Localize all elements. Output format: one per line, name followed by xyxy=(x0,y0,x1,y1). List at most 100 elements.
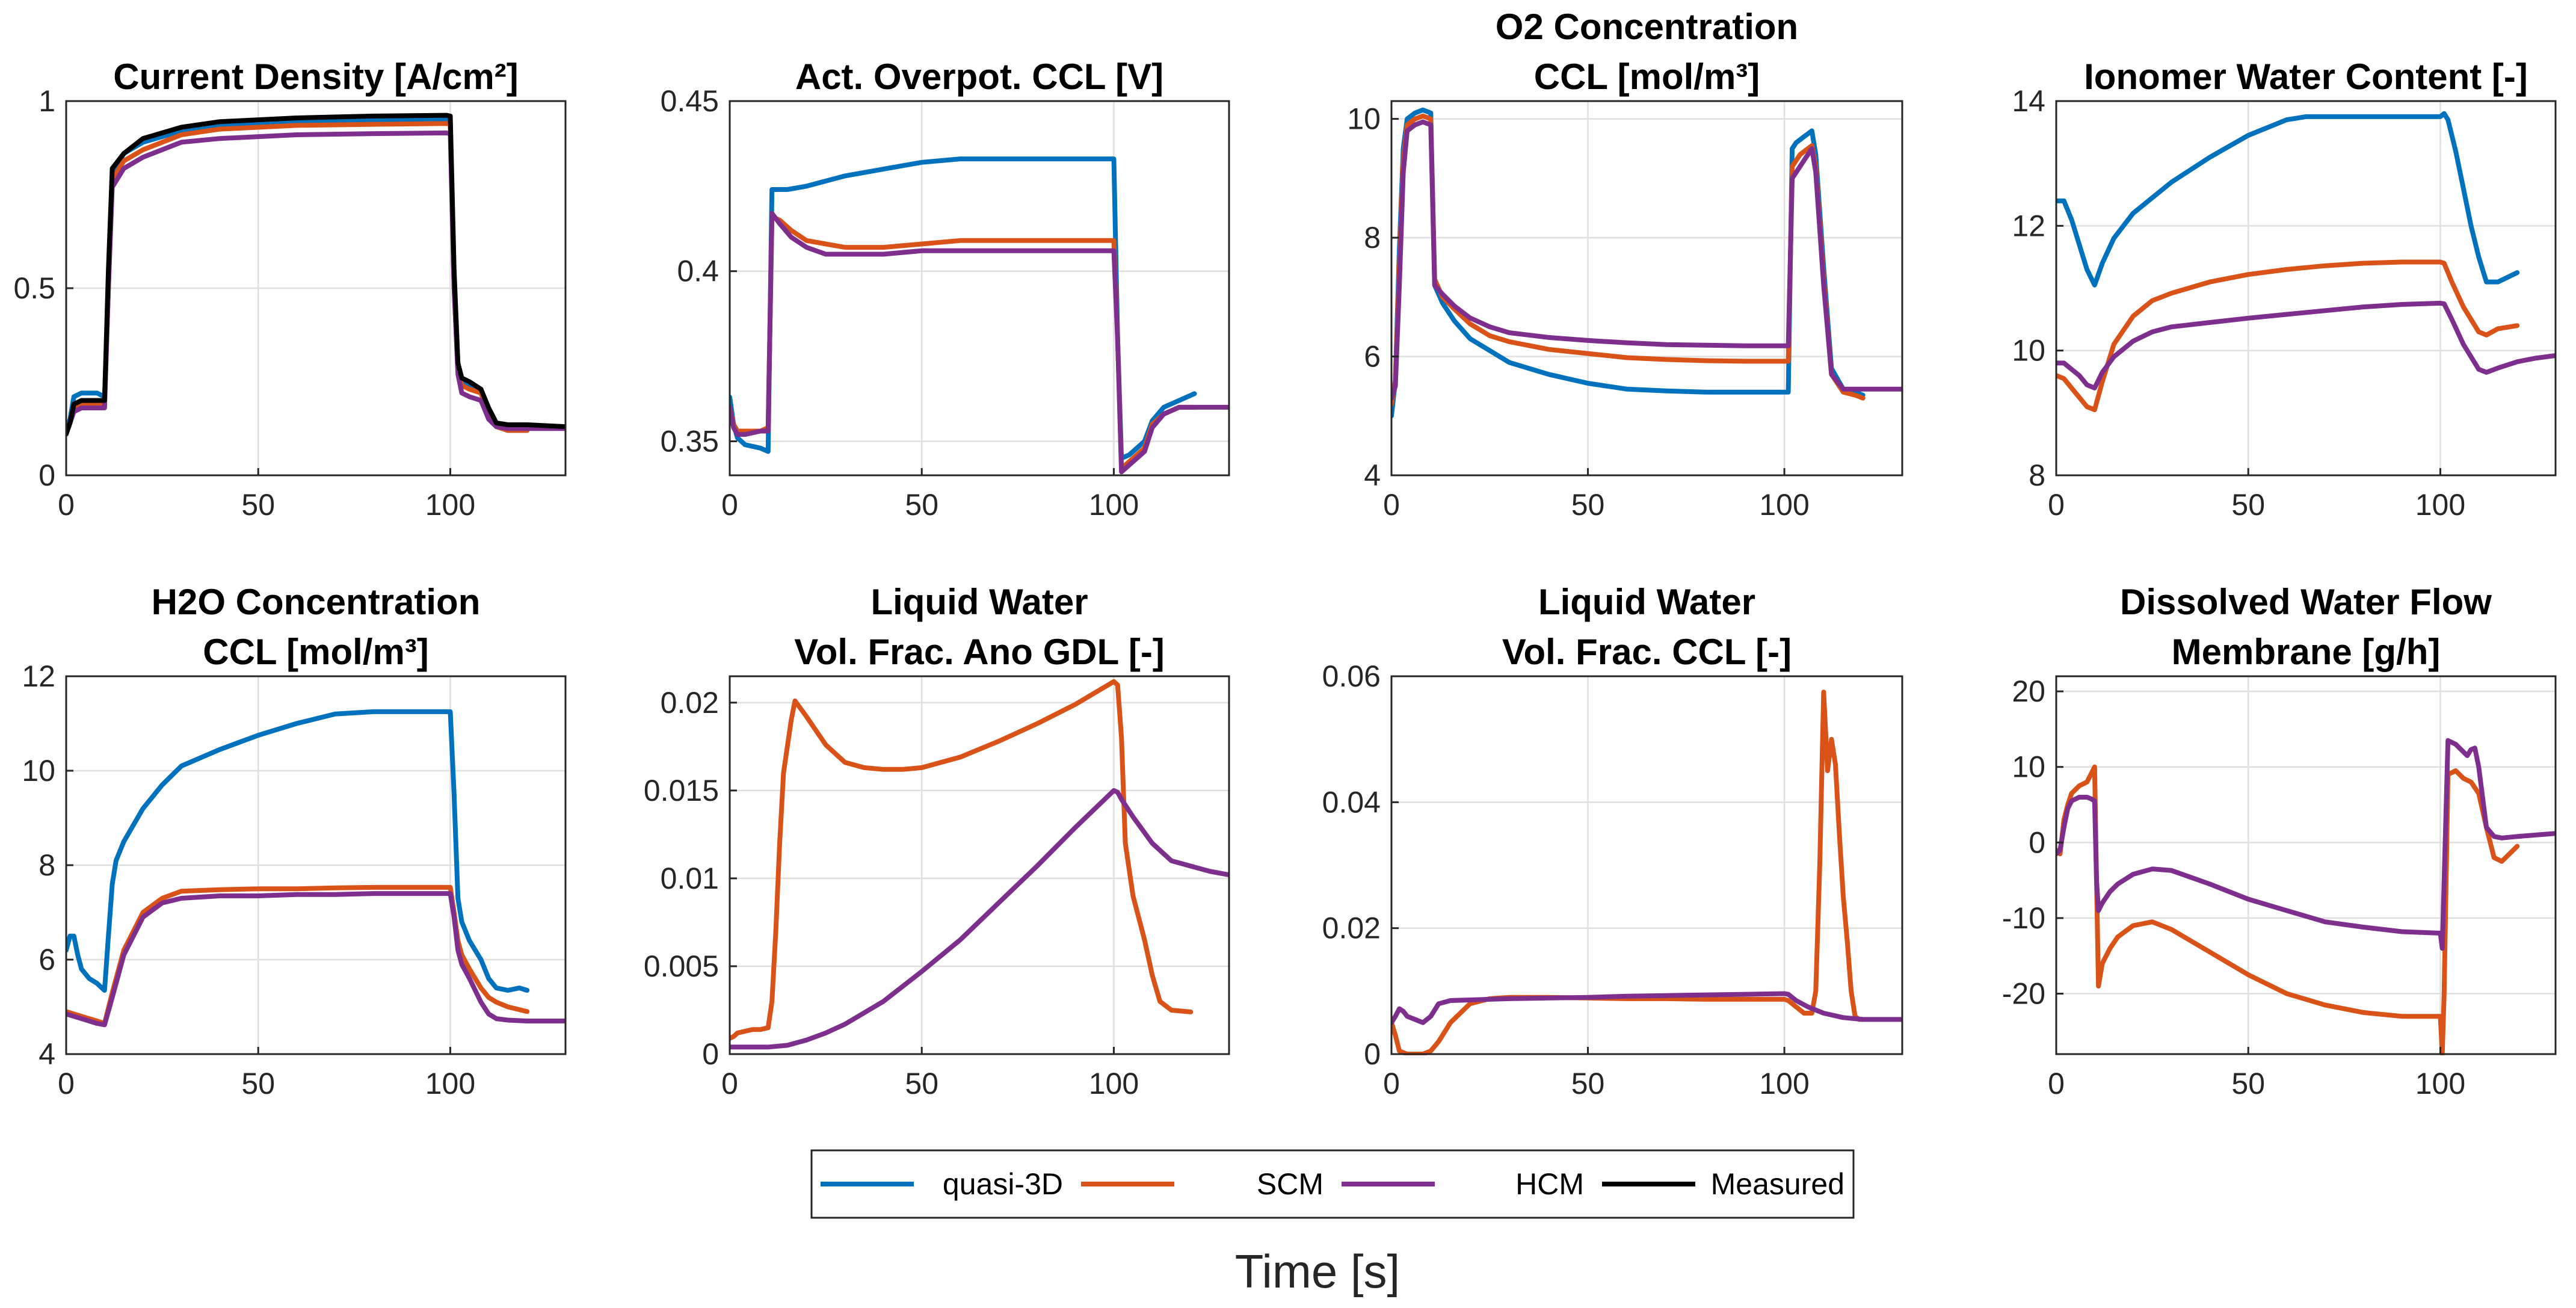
subplot-5-x-tick-label-1: 50 xyxy=(241,1067,275,1100)
subplot-3-x-tick-label-1: 50 xyxy=(1571,488,1605,522)
subplot-4-series-quasi-3d xyxy=(2056,111,2520,288)
subplot-2-series-group xyxy=(730,156,1229,475)
subplot-6-y-tick-label-0: 0 xyxy=(702,1037,719,1071)
subplot-6-title-line-2: Vol. Frac. Ano GDL [-] xyxy=(794,632,1165,672)
subplot-1: 0 50 100 0 0.5 1 Current Density [A/cm²] xyxy=(13,57,567,522)
subplot-1-x-tick-label-1: 50 xyxy=(241,488,275,522)
subplot-8: 0 50 100 -20 -10 0 10 20 Dissolved Water Flow Mem… xyxy=(2002,582,2557,1100)
subplot-3: 0 50 100 4 6 8 10 O2 Concentration CCL [mol/m³] xyxy=(1347,7,1903,522)
subplot-5-series-group xyxy=(66,709,565,1028)
subplot-1-series-group xyxy=(66,113,565,437)
subplot-2-axes-box xyxy=(729,100,1230,477)
subplot-4-y-tick-label-3: 14 xyxy=(2012,84,2045,118)
subplot-6-x-tick-label-1: 50 xyxy=(905,1067,938,1100)
subplot-4-y-tick-label-0: 8 xyxy=(2029,458,2045,492)
subplot-6-y-tick-label-3: 0.015 xyxy=(644,774,719,807)
subplot-1-y-tick-label-1: 0.5 xyxy=(13,271,55,305)
subplot-4-series-scm xyxy=(2056,259,2520,413)
subplot-8-y-tick-label-3: 10 xyxy=(2012,750,2045,784)
x-axis-label: Time [s] xyxy=(1235,1245,1400,1298)
subplot-2-x-tick-label-1: 50 xyxy=(905,488,938,522)
subplot-5-x-tick-label-2: 100 xyxy=(425,1067,475,1100)
subplot-7-series-hcm xyxy=(1391,991,1902,1025)
subplot-6-series-scm xyxy=(730,679,1194,1041)
subplot-7: 0 50 100 0 0.02 0.04 0.06 Liquid Water Vol. Frac… xyxy=(1322,582,1903,1100)
subplot-4-y-tick-label-2: 12 xyxy=(2012,209,2045,242)
subplot-3-series-hcm xyxy=(1391,119,1902,401)
subplot-5-y-tick-label-1: 6 xyxy=(39,943,55,976)
subplot-8-y-tick-label-0: -20 xyxy=(2002,977,2045,1011)
subplot-4-x-tick-label-2: 100 xyxy=(2415,488,2465,522)
subplot-8-title-line-1: Dissolved Water Flow xyxy=(2120,582,2492,622)
subplot-5-y-tick-label-2: 8 xyxy=(39,848,55,882)
subplot-8-y-tick-label-4: 20 xyxy=(2012,674,2045,708)
subplot-4: 0 50 100 8 10 12 14 Ionomer Water Content [-] xyxy=(2012,57,2557,522)
subplot-7-x-tick-label-0: 0 xyxy=(1383,1067,1400,1100)
subplot-8-y-tick-label-1: -10 xyxy=(2002,901,2045,935)
subplot-7-series-scm xyxy=(1391,689,1866,1055)
subplot-5: 0 50 100 4 6 8 10 12 H2O Concentration CCL [mol/m… xyxy=(22,582,567,1100)
subplot-7-series-group xyxy=(1391,689,1902,1055)
subplot-8-title-line-2: Membrane [g/h] xyxy=(2172,632,2441,672)
subplot-7-y-tick-label-2: 0.04 xyxy=(1322,785,1381,819)
subplot-3-series-group xyxy=(1391,107,1902,419)
subplot-3-y-tick-label-3: 10 xyxy=(1347,102,1381,136)
subplot-6-y-tick-label-4: 0.02 xyxy=(661,686,719,720)
subplot-4-axes-box xyxy=(2055,100,2557,477)
subplot-6-axes-box xyxy=(729,675,1230,1055)
subplot-6-series-hcm xyxy=(730,788,1229,1050)
subplot-7-y-tick-label-0: 0 xyxy=(1364,1037,1381,1071)
subplot-5-y-tick-label-4: 12 xyxy=(22,659,55,693)
subplot-3-y-tick-label-1: 6 xyxy=(1364,340,1381,374)
subplot-6: 0 50 100 0 0.005 0.01 0.015 0.02 Liquid Water Vol… xyxy=(644,582,1230,1100)
subplot-7-title-line-2: Vol. Frac. CCL [-] xyxy=(1502,632,1792,672)
subplot-5-y-tick-label-0: 4 xyxy=(39,1037,55,1071)
subplot-4-x-tick-label-1: 50 xyxy=(2231,488,2265,522)
subplot-8-axes-box xyxy=(2055,675,2557,1055)
subplot-3-title-line-1: O2 Concentration xyxy=(1496,7,1798,47)
subplot-1-x-tick-label-0: 0 xyxy=(58,488,75,522)
subplot-4-title-line-1: Ionomer Water Content [-] xyxy=(2084,57,2528,97)
subplot-5-x-tick-label-0: 0 xyxy=(58,1067,75,1100)
subplot-8-series-scm xyxy=(2056,764,2520,1055)
subplot-2-x-tick-label-0: 0 xyxy=(721,488,738,522)
subplot-3-title-line-2: CCL [mol/m³] xyxy=(1534,57,1760,97)
subplot-2-x-tick-label-2: 100 xyxy=(1089,488,1139,522)
subplot-2-series-hcm xyxy=(730,211,1229,475)
subplot-1-x-tick-label-2: 100 xyxy=(425,488,475,522)
subplot-1-series-measured xyxy=(66,113,565,437)
subplot-8-y-tick-label-2: 0 xyxy=(2029,825,2045,859)
subplot-6-y-tick-label-1: 0.005 xyxy=(644,949,719,983)
subplot-5-series-quasi-3d xyxy=(66,709,530,993)
subplot-5-title-line-2: CCL [mol/m³] xyxy=(203,632,429,672)
legend-label-quasi-3d: quasi-3D xyxy=(943,1167,1063,1201)
subplot-6-series-group xyxy=(730,679,1229,1050)
subplot-3-x-tick-label-0: 0 xyxy=(1383,488,1400,522)
subplot-6-x-tick-label-2: 100 xyxy=(1089,1067,1139,1100)
subplot-2-y-tick-label-0: 0.35 xyxy=(661,424,719,458)
subplot-3-y-tick-label-0: 4 xyxy=(1364,458,1381,492)
subplot-4-series-group xyxy=(2056,111,2556,413)
subplot-6-title-line-1: Liquid Water xyxy=(870,582,1088,622)
subplot-6-x-tick-label-0: 0 xyxy=(721,1067,738,1100)
legend-label-hcm: HCM xyxy=(1515,1167,1584,1201)
subplot-7-y-tick-label-3: 0.06 xyxy=(1322,659,1381,693)
subplot-5-title-line-1: H2O Concentration xyxy=(152,582,481,622)
subplot-2-y-tick-label-1: 0.4 xyxy=(677,255,719,288)
subplot-5-series-hcm xyxy=(66,891,565,1028)
subplot-8-x-tick-label-1: 50 xyxy=(2231,1067,2265,1100)
subplot-8-series-hcm xyxy=(2056,738,2556,951)
subplot-8-x-tick-label-0: 0 xyxy=(2048,1067,2065,1100)
subplot-5-y-tick-label-3: 10 xyxy=(22,754,55,788)
subplot-1-y-tick-label-2: 1 xyxy=(39,84,55,118)
subplot-7-title-line-1: Liquid Water xyxy=(1538,582,1755,622)
legend-label-scm: SCM xyxy=(1257,1167,1323,1201)
subplot-1-series-hcm xyxy=(66,130,565,433)
subplot-4-series-hcm xyxy=(2056,300,2556,390)
subplot-7-y-tick-label-1: 0.02 xyxy=(1322,912,1381,945)
subplot-8-series-group xyxy=(2056,738,2556,1055)
subplot-7-axes-box xyxy=(1390,675,1903,1055)
subplot-3-series-quasi-3d xyxy=(1391,107,1866,419)
